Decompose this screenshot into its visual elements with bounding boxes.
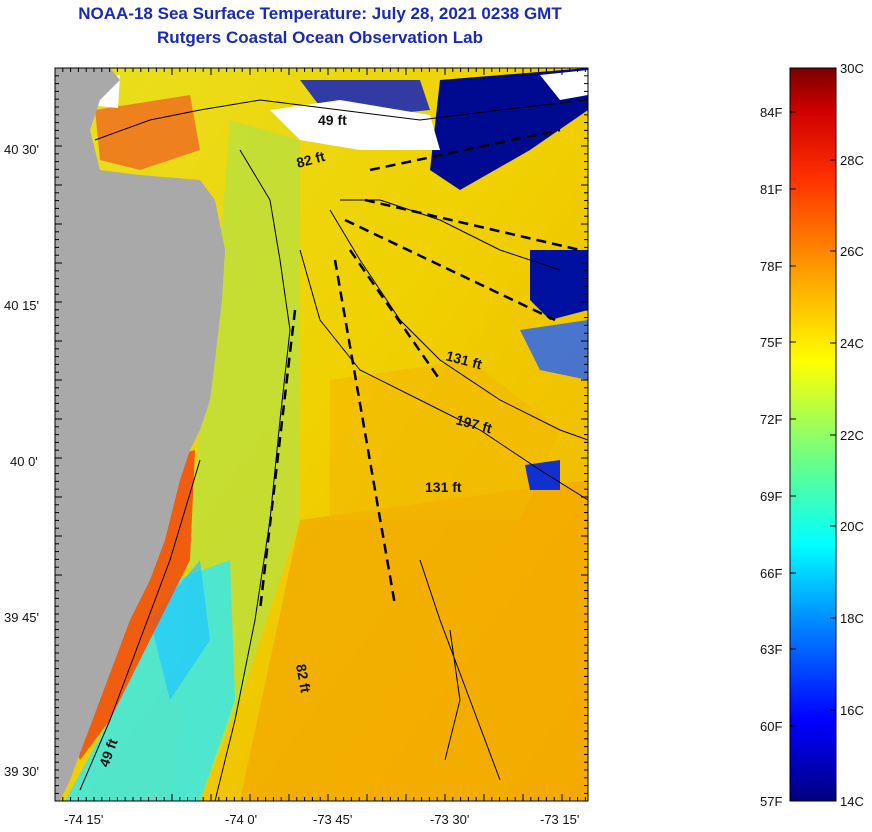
shipping-lane bbox=[369, 128, 561, 172]
colorbar-f-label: 60F bbox=[760, 719, 782, 734]
cool-patch-east bbox=[520, 320, 588, 380]
no-data-region bbox=[270, 100, 440, 150]
colorbar-c-label: 24C bbox=[840, 336, 864, 351]
colorbar-c-label: 16C bbox=[840, 703, 864, 718]
colorbar bbox=[789, 67, 837, 802]
colorbar-f-label: 84F bbox=[760, 105, 782, 120]
warm-water-region-mid bbox=[330, 360, 560, 520]
land-new-jersey bbox=[55, 68, 225, 801]
colorbar-f-label: 72F bbox=[760, 412, 782, 427]
shipping-lanes bbox=[258, 128, 581, 611]
colorbar-f-label: 81F bbox=[760, 182, 782, 197]
warm-water-region bbox=[240, 480, 588, 801]
contour-line bbox=[214, 149, 291, 801]
colorbar-f-label: 69F bbox=[760, 489, 782, 504]
colorbar-f-label: 57F bbox=[760, 794, 782, 809]
colorbar-ticks bbox=[790, 111, 836, 727]
cold-patch-northeast bbox=[430, 68, 588, 190]
chart-title: NOAA-18 Sea Surface Temperature: July 28… bbox=[78, 4, 562, 23]
warm-patch-northwest bbox=[95, 95, 200, 170]
lat-label: 40 15' bbox=[4, 298, 39, 313]
shipping-lane bbox=[364, 198, 581, 252]
contour-line bbox=[419, 559, 501, 781]
bathymetry-contours bbox=[79, 99, 588, 801]
contour-label: 131 ft bbox=[425, 479, 462, 495]
lat-label: 40 30' bbox=[4, 142, 39, 157]
lon-label: -73 45' bbox=[313, 812, 352, 827]
contour-label: 49 ft bbox=[318, 112, 347, 128]
shipping-lane bbox=[258, 309, 297, 611]
colorbar-c-label: 14C bbox=[840, 794, 864, 809]
colorbar-c-label: 18C bbox=[840, 611, 864, 626]
colorbar-c-label: 22C bbox=[840, 428, 864, 443]
lat-label: 39 30' bbox=[4, 764, 39, 779]
contour-line bbox=[299, 249, 588, 501]
colorbar-f-label: 66F bbox=[760, 566, 782, 581]
colorbar-f-label: 63F bbox=[760, 642, 782, 657]
contour-line bbox=[329, 209, 588, 441]
cold-patch-small bbox=[525, 460, 560, 490]
contour-label: 82 ft bbox=[293, 663, 314, 694]
contour-line bbox=[79, 459, 201, 791]
shipping-lane bbox=[348, 249, 442, 381]
cold-upwelling-core bbox=[150, 560, 210, 700]
shipping-lane bbox=[333, 259, 397, 606]
lat-label: 39 45' bbox=[4, 610, 39, 625]
cold-patch-east bbox=[530, 250, 588, 320]
lon-label: -73 15' bbox=[540, 812, 579, 827]
contour-line bbox=[444, 629, 461, 761]
lon-label: -74 0' bbox=[225, 812, 257, 827]
no-data-patch-ne bbox=[540, 70, 588, 100]
lon-label: -74 15' bbox=[64, 812, 103, 827]
colorbar-c-label: 30C bbox=[840, 61, 864, 76]
shipping-lane bbox=[344, 218, 556, 322]
map-ticks bbox=[54, 67, 588, 801]
colorbar-c-label: 20C bbox=[840, 519, 864, 534]
colorbar-c-label: 26C bbox=[840, 244, 864, 259]
colorbar-f-label: 75F bbox=[760, 335, 782, 350]
lon-label: -73 30' bbox=[430, 812, 469, 827]
colorbar-f-label: 78F bbox=[760, 259, 782, 274]
chart-subtitle: Rutgers Coastal Ocean Observation Lab bbox=[157, 28, 483, 47]
contour-line bbox=[94, 99, 588, 141]
lat-label: 40 0' bbox=[10, 454, 38, 469]
contour-label: 82 ft bbox=[295, 148, 327, 171]
colorbar-c-label: 28C bbox=[840, 153, 864, 168]
